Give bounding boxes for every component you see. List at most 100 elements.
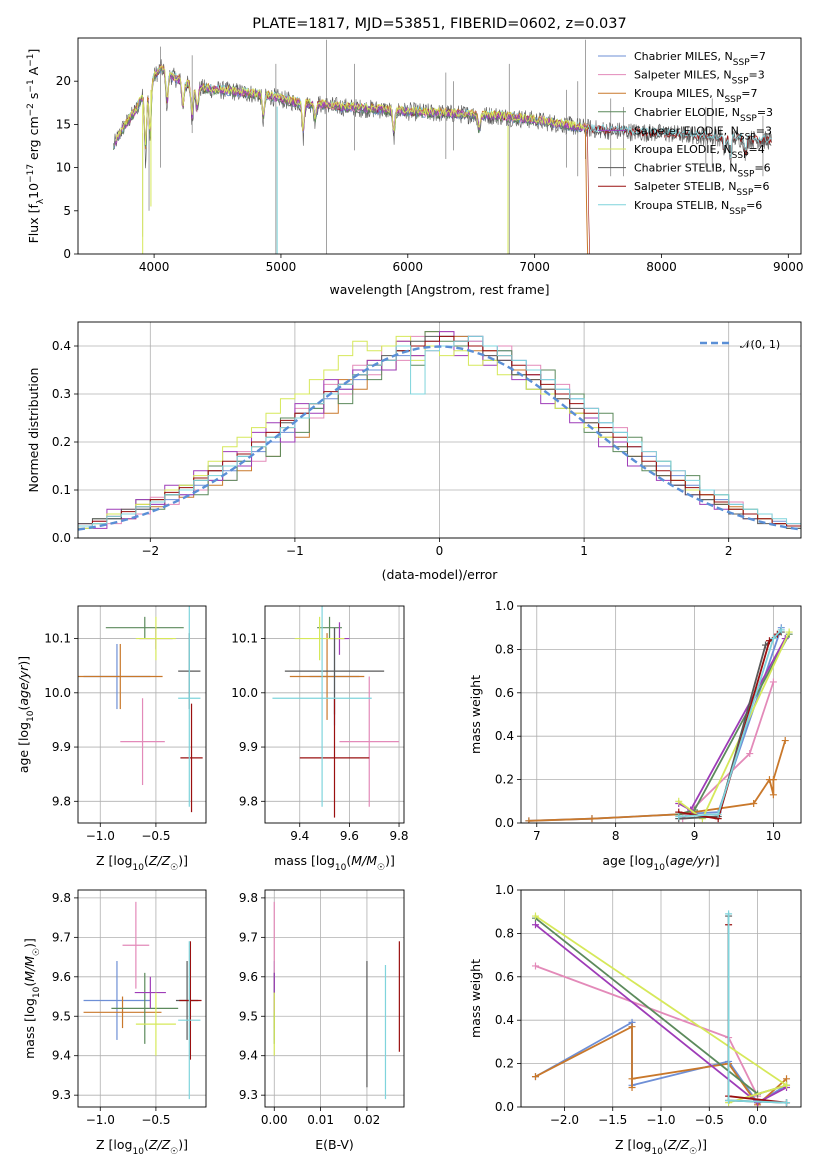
x-tick-label: −1.0 — [86, 1113, 115, 1127]
x-tick-label: 9.4 — [290, 829, 309, 843]
x-tick-label: 2 — [725, 544, 733, 558]
y-tick-label: 9.5 — [52, 1009, 71, 1023]
x-tick-label: 7 — [533, 829, 541, 843]
weight-marker — [531, 1073, 539, 1081]
x-tick-label: −1 — [286, 544, 304, 558]
y-axis-label: mass [log10(M/M☉)] — [22, 938, 42, 1059]
weight-marker — [750, 799, 758, 807]
weight_vs_Z-plot-area — [531, 910, 791, 1107]
y-tick-label: 0.1 — [52, 483, 71, 497]
y-tick-label: 0.0 — [495, 816, 514, 830]
y-tick-label: 0.2 — [495, 773, 514, 787]
y-tick-label: 9.7 — [239, 930, 258, 944]
y-tick-label: 9.8 — [52, 794, 71, 808]
weight-marker — [714, 810, 722, 818]
age_vs_Z-axes: −1.0 −0.5 9.8 9.9 10.0 10.1 — [44, 606, 206, 843]
x-axis-label: wavelength [Angstrom, rest frame] — [329, 282, 549, 297]
y-tick-label: 9.4 — [52, 1049, 71, 1063]
x-tick-label: −2 — [141, 544, 159, 558]
mass_vs_Z-plot-area — [83, 901, 202, 1100]
x-axis-label: (data-model)/error — [382, 567, 499, 582]
weight_vs_age-frame — [520, 605, 802, 824]
chart-title: PLATE=1817, MJD=53851, FIBERID=0602, z=0… — [252, 16, 626, 32]
y-tick-label: 0.4 — [495, 1013, 514, 1027]
histogram-salpeter-stelib — [78, 335, 801, 538]
weight-marker — [769, 791, 777, 799]
weight-marker — [777, 626, 785, 634]
x-axis-label: E(B-V) — [315, 1137, 354, 1152]
y-axis-label: mass weight — [468, 959, 483, 1038]
x-tick-label: 10 — [766, 829, 781, 843]
model-tail — [584, 128, 589, 254]
weight-marker — [783, 1099, 791, 1107]
y-tick-label: 10.1 — [44, 632, 71, 646]
legend-entry: Kroupa ELODIE, NSSP=4 — [634, 143, 765, 161]
residual-axes: −2 −1 0 1 2 0.0 0.1 0.2 0.3 0.4 — [52, 322, 801, 558]
y-tick-label: 0.2 — [495, 1057, 514, 1071]
x-tick-label: −1.0 — [86, 829, 115, 843]
y-axis-label: Normed distribution — [26, 368, 41, 493]
gaussian-curve — [78, 345, 801, 531]
age_vs_mass-axes: 9.4 9.6 9.8 9.8 9.9 10.0 10.1 — [231, 606, 409, 843]
x-tick-label: 1 — [580, 544, 588, 558]
y-tick-label: 0.6 — [495, 686, 514, 700]
x-tick-label: 0.01 — [307, 1113, 334, 1127]
weight-line-kroupa-miles — [528, 740, 787, 822]
y-tick-label: 10.0 — [44, 686, 71, 700]
weight-marker — [675, 812, 683, 820]
x-tick-label: 0.00 — [261, 1113, 288, 1127]
x-axis-label: Z [log10(Z/Z☉)] — [615, 1137, 707, 1157]
weight-marker — [769, 635, 777, 643]
y-tick-label: 0.0 — [495, 1100, 514, 1114]
y-tick-label: 9.8 — [239, 794, 258, 808]
y-tick-label: 9.9 — [239, 740, 258, 754]
weight-marker — [725, 910, 733, 918]
mass_vs_ebv-frame — [264, 889, 405, 1108]
weight-marker — [675, 797, 683, 805]
mass_vs_ebv-axes: 0.00 0.01 0.02 9.3 9.4 9.5 9.6 9.7 9.8 — [239, 890, 404, 1127]
weight-marker — [769, 678, 777, 686]
x-tick-label: 4000 — [139, 260, 170, 274]
x-tick-label: 8 — [612, 829, 620, 843]
weight-marker — [783, 1075, 791, 1083]
x-tick-label: 9000 — [773, 260, 804, 274]
y-tick-label: 1.0 — [495, 883, 514, 897]
weight_vs_Z-axes: −2.0 −1.5 −1.0 −0.5 0.0 0.0 0.2 0.4 0.6 0.8 1.0 — [495, 883, 801, 1127]
y-tick-label: 5 — [63, 204, 71, 218]
y-tick-label: 9.5 — [239, 1009, 258, 1023]
spectrum-plot-area — [113, 39, 772, 254]
x-axis-label: Z [log10(Z/Z☉)] — [96, 853, 188, 873]
weight_vs_age-plot-area — [525, 624, 793, 823]
weight-marker — [628, 1075, 636, 1083]
x-axis-label: age [log10(age/yr)] — [602, 853, 719, 873]
x-tick-label: −0.5 — [695, 1113, 724, 1127]
x-tick-label: 9.6 — [340, 829, 359, 843]
weight-marker — [588, 815, 596, 823]
y-tick-label: 9.9 — [52, 740, 71, 754]
histogram-kroupa-stelib — [78, 335, 801, 538]
y-tick-label: 0.2 — [52, 435, 71, 449]
model-spectrum-kroupa-elodie — [115, 65, 589, 146]
legend-entry: Chabrier STELIB, NSSP=6 — [634, 162, 771, 180]
mass_vs_ebv-plot-area — [273, 901, 400, 1100]
age_vs_Z-frame — [77, 605, 207, 824]
y-tick-label: 15 — [56, 117, 71, 131]
y-tick-label: 0.0 — [52, 531, 71, 545]
spectrum-axes: 4000 5000 6000 7000 8000 9000 0 5 10 15 20 — [56, 74, 804, 274]
x-tick-label: 9 — [691, 829, 699, 843]
age_vs_mass-frame — [264, 605, 405, 824]
weight-marker — [769, 776, 777, 784]
weight_vs_Z-frame — [520, 889, 802, 1108]
y-tick-label: 9.6 — [239, 970, 258, 984]
weight-marker — [531, 921, 539, 929]
y-axis-label: Flux [fλ10−17 erg cm−2 s−1 A−1] — [26, 49, 46, 244]
weight-marker — [783, 1081, 791, 1089]
legend-entry: Chabrier MILES, NSSP=7 — [634, 50, 766, 68]
y-tick-label: 9.3 — [52, 1088, 71, 1102]
x-tick-label: 8000 — [646, 260, 677, 274]
weight-line-kroupa-stelib — [678, 629, 782, 818]
y-tick-label: 0.8 — [495, 642, 514, 656]
weight_vs_age-axes: 7 8 9 10 0.0 0.2 0.4 0.6 0.8 1.0 — [495, 599, 801, 843]
